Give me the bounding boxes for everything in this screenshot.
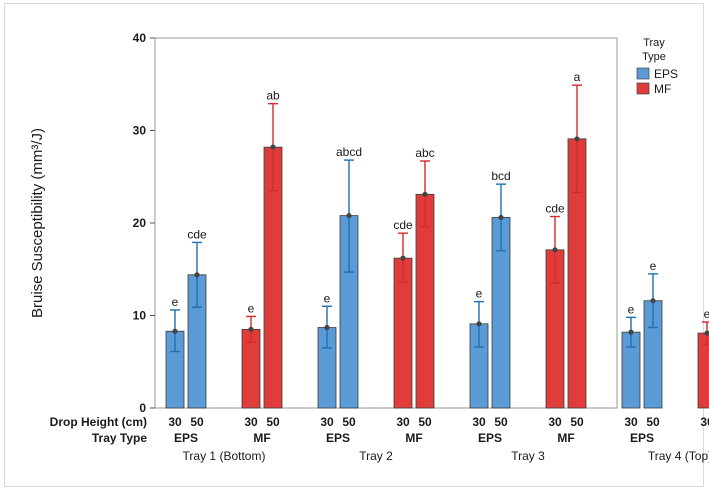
- legend-swatch-mf: [636, 82, 650, 95]
- mean-point: [172, 328, 178, 334]
- chart-frame: [4, 3, 704, 487]
- drop-height-label: 50: [646, 415, 660, 429]
- significance-letter: e: [650, 259, 657, 273]
- legend-title-line2: Type: [642, 51, 666, 63]
- y-tick-label: 0: [139, 401, 146, 415]
- mean-point: [194, 272, 200, 278]
- drop-height-label: 50: [570, 415, 584, 429]
- mean-point: [704, 330, 709, 336]
- drop-height-label: 30: [244, 415, 258, 429]
- error-bars: [170, 84, 709, 353]
- mean-point: [476, 321, 482, 327]
- significance-letter: cde: [187, 227, 207, 241]
- y-axis-label: Bruise Susceptibility (mm³/J): [29, 128, 46, 318]
- drop-height-label: 30: [396, 415, 410, 429]
- significance-letter: e: [172, 295, 179, 309]
- significance-letter: a: [574, 70, 581, 84]
- tray-group-label: Tray 4 (Top): [648, 449, 709, 463]
- mean-point: [574, 136, 580, 142]
- legend-swatch-eps: [636, 67, 650, 80]
- drop-height-label: 30: [472, 415, 486, 429]
- tray-group-label: Tray 1 (Bottom): [183, 449, 266, 463]
- drop-height-label: 50: [418, 415, 432, 429]
- mean-point: [422, 191, 428, 197]
- x-axis-labels: Drop Height (cm) Tray Type 30 50 EPS 30 50 MF…: [50, 415, 709, 463]
- drop-height-label: 30: [700, 415, 709, 429]
- y-tick-label: 20: [133, 216, 147, 230]
- significance-letter: abcd: [336, 145, 362, 159]
- tray-type-row-label: Tray Type: [92, 431, 147, 445]
- mean-point: [248, 326, 254, 332]
- tray-group-label: Tray 2: [359, 449, 393, 463]
- tray-group-label: Tray 3: [511, 449, 545, 463]
- significance-letter: e: [248, 301, 255, 315]
- tray-type-label: MF: [405, 431, 422, 445]
- drop-height-label: 50: [190, 415, 204, 429]
- mean-point: [628, 329, 634, 335]
- drop-height-label: 50: [342, 415, 356, 429]
- significance-letter: e: [628, 302, 635, 316]
- drop-height-row-label: Drop Height (cm): [50, 415, 147, 429]
- drop-height-label: 30: [548, 415, 562, 429]
- drop-height-label: 30: [168, 415, 182, 429]
- mean-point: [552, 247, 558, 253]
- drop-height-label: 30: [320, 415, 334, 429]
- legend-title-line1: Tray: [643, 37, 665, 49]
- significance-letters: ecdeeabeabcdcdeabcebcdcdeaeeede: [172, 70, 709, 321]
- significance-letter: ab: [266, 89, 280, 103]
- significance-letter: e: [476, 287, 483, 301]
- drop-height-label: 50: [266, 415, 280, 429]
- drop-height-label: 30: [624, 415, 638, 429]
- mean-point: [346, 213, 352, 219]
- mean-point: [498, 214, 504, 221]
- y-axis: 0 10 20 30 40: [133, 31, 155, 415]
- significance-letter: cde: [393, 218, 413, 232]
- significance-letter: e: [704, 307, 709, 321]
- tray-type-label: EPS: [630, 431, 654, 445]
- tray-type-label: EPS: [326, 431, 350, 445]
- significance-letter: e: [324, 291, 331, 305]
- legend-label: EPS: [654, 67, 678, 81]
- mean-point: [324, 324, 330, 331]
- significance-letter: bcd: [491, 169, 510, 183]
- tray-type-label: MF: [557, 431, 574, 445]
- significance-letter: abc: [415, 146, 434, 160]
- tray-type-label: EPS: [478, 431, 502, 445]
- y-tick-label: 30: [133, 124, 147, 138]
- legend-label: MF: [654, 82, 671, 96]
- bars: [165, 138, 709, 409]
- tray-type-label: MF: [253, 431, 270, 445]
- mean-point: [650, 298, 656, 304]
- mean-point: [400, 255, 406, 261]
- significance-letter: cde: [545, 202, 565, 216]
- mean-point: [270, 144, 276, 150]
- drop-height-label: 50: [494, 415, 508, 429]
- y-tick-label: 40: [133, 31, 147, 45]
- y-tick-label: 10: [133, 309, 147, 323]
- tray-type-label: EPS: [174, 431, 198, 445]
